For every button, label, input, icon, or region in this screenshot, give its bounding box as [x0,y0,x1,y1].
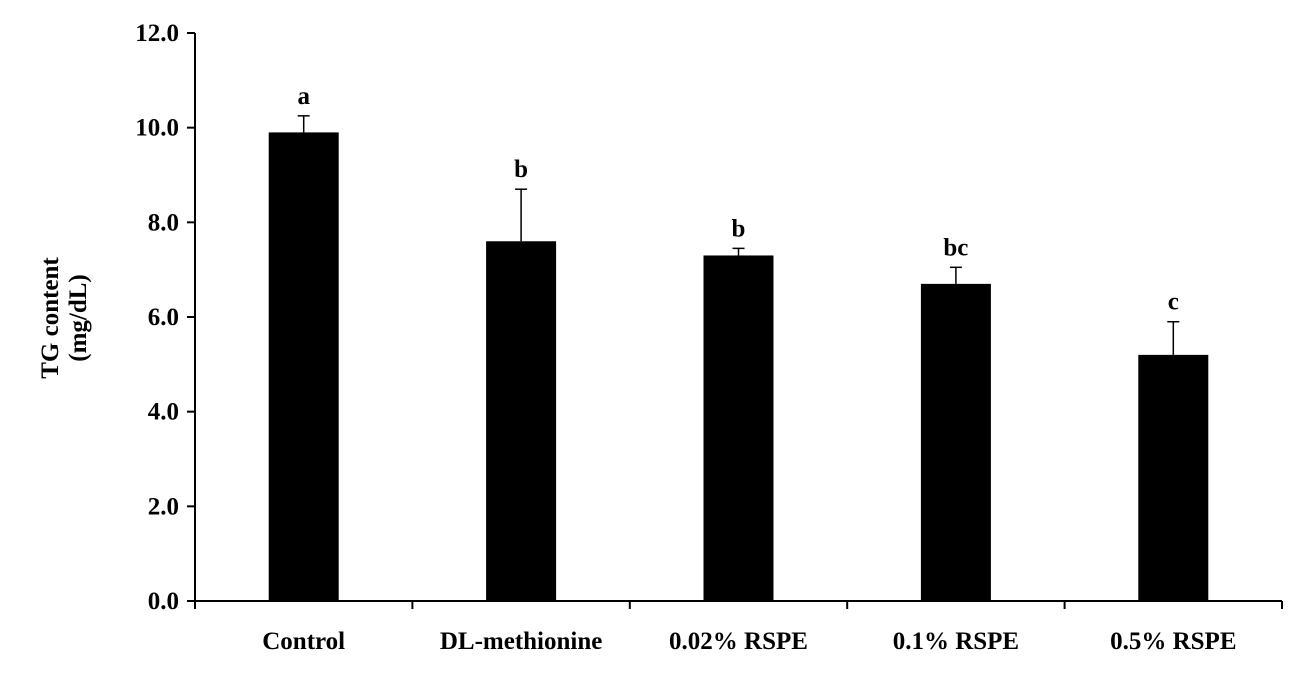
significance-label: b [514,156,528,183]
x-tick-label: 0.5% RSPE [1110,628,1236,655]
bar [268,132,339,601]
x-tick-label: DL-methionine [440,628,603,655]
labels: a Control b DL-methionine b 0.02% RSPE bc 0.1% … [262,83,1236,655]
y-tick-label: 0.0 [148,588,179,615]
significance-label: c [1168,289,1179,316]
bar [920,283,991,601]
y-tick-label: 4.0 [148,399,179,426]
y-tick-label: 12.0 [135,20,179,47]
bar [703,255,774,601]
y-axis-title-line-1: TG content [37,257,64,379]
x-tick-label: Control [262,628,345,655]
significance-label: b [732,215,746,242]
y-tick-label: 8.0 [148,209,179,236]
bars [268,132,1209,601]
axes: 0.0 2.0 4.0 6.0 8.0 10.0 12.0 [135,20,1283,615]
significance-label: a [297,83,310,110]
y-tick-label: 2.0 [148,493,179,520]
y-tick-label: 10.0 [135,115,179,142]
bar [1138,354,1209,601]
y-tick-label: 6.0 [148,304,179,331]
y-axis-title: TG content (mg/dL) [37,257,92,379]
x-tick-label: 0.02% RSPE [669,628,808,655]
y-axis-title-line-2: (mg/dL) [65,274,92,362]
bar [486,241,557,601]
error-bars [297,115,1180,355]
significance-label: bc [943,234,968,261]
x-tick-label: 0.1% RSPE [893,628,1019,655]
